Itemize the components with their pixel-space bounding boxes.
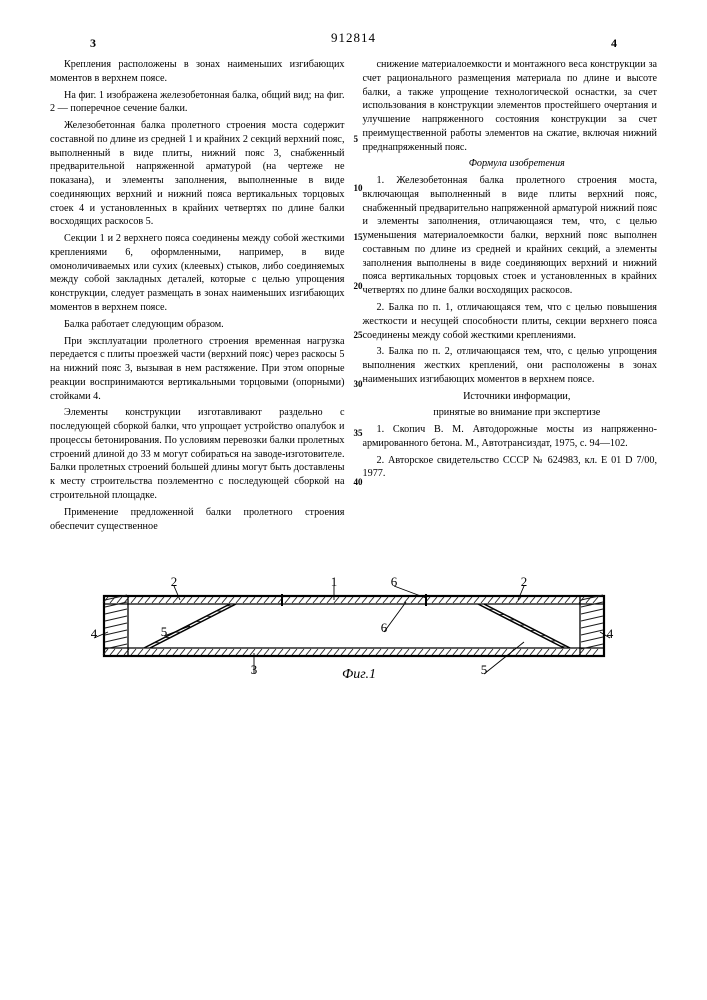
left-column: Крепления расположены в зонах наименьших… [50, 58, 345, 536]
svg-text:4: 4 [90, 626, 97, 641]
page: 912814 3 4 510152025303540 Крепления рас… [0, 0, 707, 1000]
source-item: 1. Скопич В. М. Автодорожные мосты из на… [363, 423, 658, 451]
paragraph: Железобетонная балка пролетного строения… [50, 119, 345, 229]
beam-diagram: 2 1 6 2 4 4 5 5 3 6 Фиг.1 [84, 556, 624, 686]
page-number-right: 4 [611, 36, 617, 51]
claim: 1. Железобетонная балка пролетного строе… [363, 174, 658, 298]
paragraph: При эксплуатации пролетного строения вре… [50, 335, 345, 404]
svg-text:2: 2 [170, 574, 177, 589]
paragraph: Крепления расположены в зонах наименьших… [50, 58, 345, 86]
claim: 2. Балка по п. 1, отличающаяся тем, что … [363, 301, 658, 342]
paragraph: Балка работает следующим образом. [50, 318, 345, 332]
two-column-text: Крепления расположены в зонах наименьших… [50, 58, 657, 536]
paragraph: Применение предложенной балки пролетного… [50, 506, 345, 534]
svg-text:5: 5 [480, 662, 487, 677]
sources-subheading: принятые во внимание при экспертизе [363, 406, 658, 420]
svg-text:3: 3 [250, 662, 257, 677]
claim: 3. Балка по п. 2, отличающаяся тем, что,… [363, 345, 658, 386]
paragraph: снижение материалоемкости и монтажного в… [363, 58, 658, 154]
paragraph: На фиг. 1 изображена железобетонная балк… [50, 89, 345, 117]
svg-text:6: 6 [390, 574, 397, 589]
document-number: 912814 [50, 30, 657, 46]
page-number-left: 3 [90, 36, 96, 51]
svg-text:2: 2 [520, 574, 527, 589]
svg-text:Фиг.1: Фиг.1 [342, 667, 376, 682]
figure-1: 2 1 6 2 4 4 5 5 3 6 Фиг.1 [50, 556, 657, 686]
svg-text:4: 4 [606, 626, 613, 641]
right-column: снижение материалоемкости и монтажного в… [363, 58, 658, 536]
source-item: 2. Авторское свидетельство СССР № 624983… [363, 454, 658, 482]
svg-text:6: 6 [380, 620, 387, 635]
formula-heading: Формула изобретения [363, 157, 658, 171]
paragraph: Секции 1 и 2 верхнего пояса соединены ме… [50, 232, 345, 315]
svg-text:5: 5 [160, 624, 167, 639]
sources-heading: Источники информации, [363, 390, 658, 404]
svg-text:1: 1 [330, 574, 337, 589]
paragraph: Элементы конструкции изготавливают разде… [50, 406, 345, 502]
